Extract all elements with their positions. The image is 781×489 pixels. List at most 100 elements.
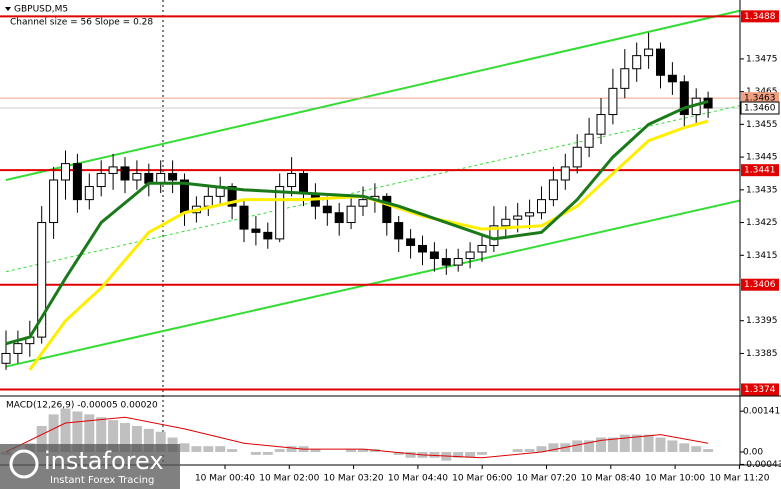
symbol-label: GBPUSD,M5: [14, 5, 68, 15]
macd-bar: [607, 437, 618, 452]
candle-body: [560, 166, 570, 181]
x-tick-label: 10 Mar 04:40: [388, 474, 448, 484]
candle-body: [441, 258, 451, 266]
macd-bar: [536, 446, 547, 452]
macd-tick-label: 0.00: [743, 447, 763, 457]
candle-body: [72, 163, 82, 201]
x-tick-label: 10 Mar 00:40: [195, 474, 255, 484]
moving-average: [5, 100, 709, 346]
candle-body: [537, 199, 546, 214]
macd-bar: [155, 431, 166, 452]
watermark-brand: instaforex: [44, 447, 164, 475]
macd-bar: [643, 434, 654, 452]
macd-bar: [512, 449, 523, 452]
channel-lower: [5, 199, 740, 368]
watermark-logo: [9, 449, 39, 479]
macd-bar: [477, 451, 487, 455]
current-price-label: 1.3460: [744, 104, 776, 114]
candle-body: [334, 212, 344, 224]
x-tick-label: 10 Mar 06:00: [452, 474, 512, 484]
candle-body: [608, 87, 618, 116]
macd-bar: [274, 449, 285, 452]
candle-body: [203, 195, 213, 207]
macd-bar: [346, 449, 357, 452]
candle-body: [394, 222, 404, 240]
candle-body: [346, 205, 356, 224]
candle-body: [61, 163, 70, 181]
level-label: 1.3463: [744, 94, 776, 104]
macd-bar: [143, 428, 154, 452]
y-tick-label: 1.3465: [746, 87, 778, 97]
macd-bar: [250, 451, 261, 455]
macd-bar: [203, 446, 214, 452]
candle-body: [572, 146, 582, 168]
candle-body: [418, 244, 427, 253]
macd-bar: [631, 434, 642, 452]
y-tick-label: 1.3475: [746, 54, 778, 64]
candle-body: [453, 258, 463, 266]
level-label: 1.3441: [744, 166, 776, 176]
macd-signal: [5, 416, 709, 459]
candle-body: [656, 48, 665, 76]
macd-bar: [179, 443, 190, 452]
candle-body: [168, 172, 178, 181]
watermark: instaforex Instant Forex Tracing: [0, 444, 180, 489]
candle-body: [37, 222, 47, 338]
y-tick-label: 1.3395: [746, 316, 778, 326]
candle-body: [322, 205, 332, 214]
macd-bar: [405, 451, 416, 458]
candle-body: [465, 251, 475, 260]
macd-bar: [191, 446, 202, 452]
y-tick-label: 1.3455: [746, 120, 778, 130]
macd-tick-label: 0.00141: [743, 407, 780, 417]
x-tick-label: 10 Mar 03:20: [324, 474, 384, 484]
macd-bar: [48, 414, 59, 452]
macd-title: MACD(12,26,9) -0.00005 0.00020: [6, 401, 158, 411]
candle-body: [667, 74, 677, 83]
candle-body: [489, 225, 499, 246]
level-label: 1.3374: [744, 385, 776, 395]
candle-body: [477, 244, 487, 253]
channel-upper: [5, 9, 740, 181]
macd-bar: [703, 449, 714, 452]
candle-body: [358, 199, 368, 207]
candle-body: [239, 205, 249, 230]
candle-body: [299, 172, 308, 194]
macd-bar: [619, 434, 630, 452]
candle-body: [13, 343, 23, 354]
candle-body: [513, 215, 523, 220]
macd-bar: [215, 446, 226, 452]
macd-bar: [286, 446, 297, 452]
macd-plot: [1, 408, 714, 461]
macd-bar: [262, 451, 273, 455]
macd-bar: [36, 425, 47, 452]
macd-bar: [596, 437, 606, 452]
candle-body: [596, 114, 606, 135]
macd-bar: [84, 414, 95, 452]
level-label-bg: [741, 383, 779, 396]
macd-bar: [667, 440, 678, 452]
candle-body: [1, 352, 11, 364]
symbol-arrow: [5, 7, 11, 11]
candle-body: [108, 166, 118, 174]
candle-body: [644, 48, 654, 57]
candle-body: [120, 166, 130, 181]
candle-body: [287, 172, 297, 188]
y-tick-label: 1.3415: [746, 251, 778, 261]
macd-bar: [572, 440, 583, 452]
macd-bar: [524, 449, 535, 452]
macd-bar: [358, 449, 368, 452]
candle-body: [501, 218, 511, 227]
candle-body: [620, 68, 630, 89]
current-price-bg: [740, 101, 780, 115]
level-label-bg: [741, 164, 779, 177]
candle-body: [263, 231, 273, 240]
x-tick-label: 10 Mar 08:40: [581, 474, 641, 484]
macd-bar: [691, 446, 702, 452]
channel-info: Channel size = 56 Slope = 0.28: [10, 18, 153, 28]
macd-bar: [60, 408, 71, 452]
macd-bar: [453, 451, 464, 458]
